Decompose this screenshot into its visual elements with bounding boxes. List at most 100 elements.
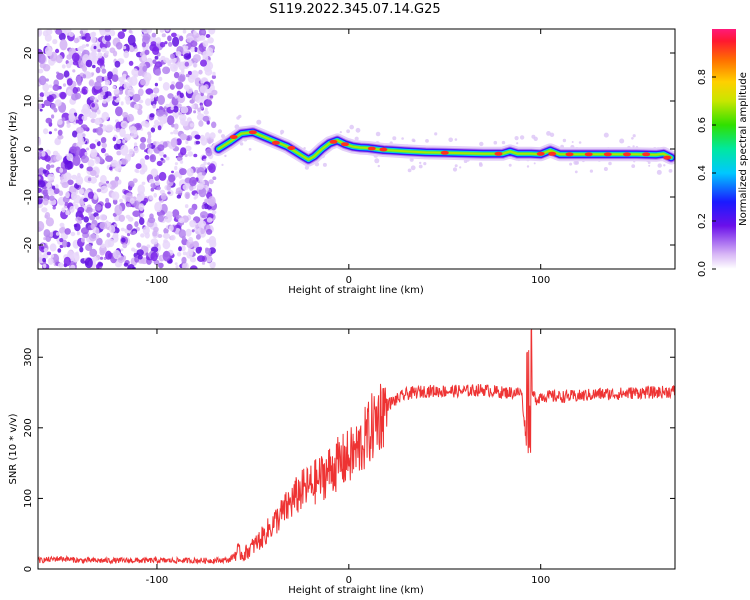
halo-dot — [531, 134, 536, 139]
noise-dot — [158, 76, 163, 82]
noise-dot — [192, 54, 201, 63]
halo-dot — [574, 170, 578, 174]
noise-dot — [205, 248, 211, 255]
noise-dot — [140, 257, 149, 265]
noise-dot — [201, 30, 206, 34]
noise-dot — [100, 137, 107, 144]
noise-dot — [120, 227, 125, 232]
noise-dot — [72, 130, 78, 138]
noise-dot — [178, 35, 184, 42]
noise-dot — [150, 238, 159, 245]
snr-ylabel: SNR (10 * v/v) — [8, 413, 19, 484]
noise-dot — [72, 60, 79, 66]
noise-dot — [133, 103, 140, 110]
noise-dot — [154, 55, 159, 60]
noise-dot — [49, 243, 57, 252]
noise-dot — [135, 169, 140, 174]
noise-dot — [143, 197, 149, 204]
noise-dot — [167, 35, 172, 42]
noise-dot — [197, 255, 205, 262]
noise-dot — [61, 181, 69, 189]
noise-dot — [54, 128, 58, 132]
noise-dot — [132, 93, 141, 103]
noise-dot — [140, 79, 146, 86]
noise-dot — [112, 50, 118, 57]
noise-dot — [112, 136, 117, 142]
noise-dot — [58, 32, 66, 41]
noise-dot — [170, 106, 174, 110]
noise-dot — [50, 254, 55, 258]
noise-dot — [189, 220, 197, 228]
noise-dot — [95, 75, 104, 83]
noise-dot — [153, 93, 158, 98]
noise-dot — [170, 234, 176, 241]
noise-dot — [152, 59, 157, 64]
noise-dot — [202, 40, 209, 47]
noise-dot — [149, 96, 155, 102]
halo-dot — [632, 145, 635, 148]
halo-dot — [479, 141, 484, 147]
noise-dot — [173, 71, 180, 79]
noise-dot — [99, 256, 104, 260]
noise-dot — [52, 84, 60, 91]
noise-dot — [122, 243, 128, 249]
ridge-hotspot — [341, 142, 349, 147]
noise-dot — [194, 46, 198, 53]
noise-dot — [199, 104, 204, 110]
noise-dot — [81, 44, 87, 49]
noise-dot — [53, 187, 60, 195]
noise-dot — [89, 248, 98, 257]
noise-dot — [59, 92, 67, 100]
noise-dot — [59, 167, 64, 173]
y-tick-label: 10 — [23, 95, 34, 108]
noise-dot — [162, 82, 170, 91]
noise-dot — [55, 48, 60, 54]
noise-dot — [205, 34, 211, 38]
noise-dot — [47, 173, 55, 181]
colorbar-tick-label: 0.8 — [697, 69, 708, 85]
noise-dot — [57, 129, 63, 136]
noise-dot — [178, 112, 183, 116]
noise-dot — [194, 77, 202, 87]
halo-dot — [589, 169, 594, 173]
halo-dot — [221, 163, 224, 166]
noise-dots — [38, 29, 674, 269]
noise-dot — [139, 158, 146, 166]
noise-dot — [206, 47, 214, 57]
noise-dot — [39, 108, 43, 112]
noise-dot — [174, 165, 178, 171]
noise-dot — [122, 139, 126, 144]
noise-dot — [100, 147, 106, 154]
noise-dot — [38, 53, 46, 64]
noise-dot — [103, 75, 108, 81]
noise-dot — [66, 78, 73, 86]
noise-dot — [134, 221, 139, 228]
noise-dot — [75, 175, 84, 186]
noise-dot — [90, 118, 96, 124]
x-tick-label: -100 — [146, 575, 169, 586]
noise-dot — [69, 264, 76, 269]
noise-dot — [178, 229, 187, 239]
noise-dot — [97, 52, 103, 59]
noise-dot — [63, 256, 71, 267]
noise-dot — [38, 137, 42, 145]
noise-dot — [44, 46, 53, 56]
halo-dot — [423, 162, 427, 166]
noise-dot — [179, 168, 187, 176]
noise-dot — [38, 227, 42, 232]
halo-dot — [514, 136, 519, 141]
noise-dot — [174, 123, 179, 130]
halo-dot — [375, 131, 381, 137]
noise-dot — [122, 29, 127, 32]
noise-dot — [176, 194, 182, 199]
noise-dot — [79, 30, 84, 34]
halo-dot — [459, 166, 462, 169]
noise-dot — [38, 29, 43, 37]
noise-dot — [66, 63, 72, 69]
noise-dot — [55, 232, 60, 236]
noise-dot — [89, 95, 95, 101]
halo-dot — [631, 137, 634, 140]
